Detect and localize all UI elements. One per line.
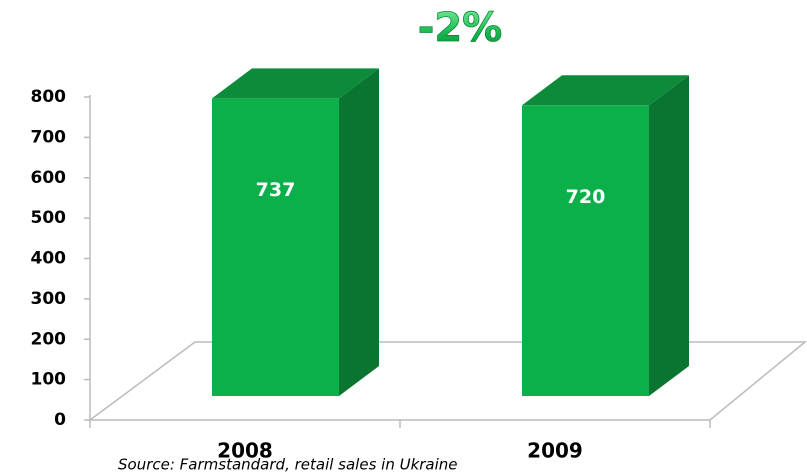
x-tick-label: 2009 — [527, 439, 583, 463]
bar-side — [339, 68, 379, 396]
x-tick-label: 2008 — [217, 439, 273, 463]
bar — [522, 105, 649, 397]
bar-top — [212, 68, 379, 99]
y-tick-label: 500 — [31, 208, 67, 228]
source-note: Source: Farmstandard, retail sales in Uk… — [118, 456, 458, 474]
bar-side — [649, 75, 689, 397]
floor — [87, 341, 807, 421]
value-label: 737 — [256, 179, 296, 201]
annotation: -2% — [418, 5, 503, 51]
value-label: 720 — [566, 186, 606, 208]
y-tick-label: 300 — [31, 289, 67, 309]
y-tick-label: 700 — [31, 127, 67, 147]
y-tick-label: 100 — [31, 370, 67, 390]
bar — [212, 98, 339, 396]
y-tick-label: 800 — [31, 87, 67, 107]
y-tick-label: 0 — [54, 410, 66, 430]
y-tick-label: 600 — [31, 168, 67, 188]
y-tick-label: 200 — [31, 329, 67, 349]
y-tick-label: 400 — [31, 249, 67, 269]
bar-top — [522, 75, 689, 106]
